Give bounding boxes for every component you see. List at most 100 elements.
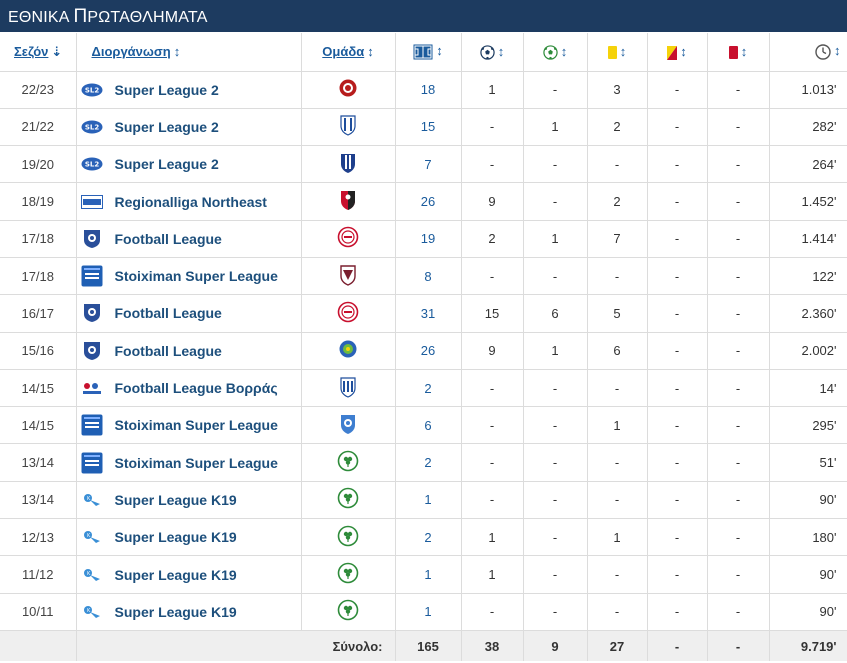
competition-cell: K Super League K19 (76, 481, 302, 520)
minutes-cell: 1.452' (769, 182, 847, 221)
minutes-cell: 14' (769, 369, 847, 408)
red-cards-cell: - (707, 71, 770, 109)
appearances-cell: 2 (395, 443, 462, 482)
sort-icon: ↕ (367, 44, 374, 60)
goals-cell: - (461, 593, 524, 631)
appearances-cell: 31 (395, 294, 462, 333)
yellow-cards-cell: - (587, 369, 648, 408)
minutes-cell: 122' (769, 257, 847, 296)
sort-yellow-card-header[interactable]: ↕ (587, 33, 648, 72)
club-crest-green-clover-icon[interactable] (337, 450, 359, 475)
goals-cell: 1 (461, 71, 524, 109)
goals-cell: - (461, 406, 524, 445)
club-crest-red-black-shield-icon[interactable] (339, 189, 357, 214)
sort-appearances-header[interactable]: ↕ (395, 33, 462, 72)
red-cards-cell: - (707, 593, 770, 631)
club-crest-green-clover-icon[interactable] (337, 487, 359, 512)
competition-cell: SL2 Super League 2 (76, 108, 302, 147)
table-row: 16/17 Football League 31 15 6 5- -2.360' (0, 294, 847, 333)
competition-link[interactable]: Stoiximan Super League (114, 454, 278, 471)
yellow-cards-cell: - (587, 145, 648, 184)
appearances-cell: 26 (395, 182, 462, 221)
svg-text:K: K (87, 533, 91, 539)
sort-club-header[interactable]: Ομάδα ↕ (301, 33, 396, 72)
yellow-cards-cell: - (587, 443, 648, 482)
competition-link[interactable]: Stoiximan Super League (114, 268, 278, 285)
club-cell (301, 71, 396, 109)
minutes-cell: 264' (769, 145, 847, 184)
goals-cell: 1 (461, 555, 524, 594)
season-cell: 13/14 (0, 481, 77, 520)
season-cell: 21/22 (0, 108, 77, 147)
club-crest-blue-white-stripes-icon[interactable] (339, 114, 357, 139)
svg-text:SL2: SL2 (84, 86, 99, 94)
sort-season-header[interactable]: Σεζόν ⇣ (0, 33, 77, 72)
competition-link[interactable]: Football League (114, 230, 222, 247)
competition-link[interactable]: Super League K19 (114, 529, 237, 546)
sort-goals-header[interactable]: ↕ (461, 33, 524, 72)
competition-link[interactable]: Football League (114, 305, 222, 322)
club-cell (301, 332, 396, 370)
title-word-2-capital: Π (73, 6, 88, 27)
club-crest-blue-shield-icon[interactable] (339, 413, 357, 438)
red-cards-cell: - (707, 145, 770, 184)
competition-cell: SL2 Super League 2 (76, 145, 302, 184)
sort-yellow-red-card-header[interactable]: ↕ (647, 33, 708, 72)
competition-cell: Football League Βορράς (76, 369, 302, 408)
club-crest-green-clover-icon[interactable] (337, 525, 359, 550)
table-row: 10/11 K Super League K19 1- - - - -90' (0, 593, 847, 631)
club-crest-green-clover-icon[interactable] (337, 599, 359, 624)
season-cell: 12/13 (0, 518, 77, 557)
competition-link[interactable]: Super League K19 (114, 491, 237, 508)
sort-red-card-header[interactable]: ↕ (707, 33, 770, 72)
club-crest-red-white-circle-icon[interactable] (337, 301, 359, 326)
yellow-red-cards-cell: - (647, 481, 708, 520)
club-cell (301, 220, 396, 258)
club-crest-blue-striped-shield-icon[interactable] (339, 152, 357, 177)
super-league-k19-logo-icon: K (81, 567, 103, 583)
red-card-icon (728, 46, 738, 60)
red-cards-cell: - (707, 220, 770, 258)
table-row: 11/12 K Super League K19 1 1- - - -90' (0, 555, 847, 594)
assists-cell: - (523, 369, 588, 408)
table-row: 17/18 Stoiximan Super League 8- - - - -122' (0, 257, 847, 296)
yellow-cards-cell: 1 (587, 518, 648, 557)
competition-link[interactable]: Super League 2 (114, 81, 219, 98)
club-crest-blue-white-shield-icon[interactable] (339, 376, 357, 401)
club-crest-green-clover-icon[interactable] (337, 562, 359, 587)
appearances-pitch-icon (413, 44, 433, 60)
club-crest-red-circle-icon[interactable] (338, 78, 358, 101)
competition-link[interactable]: Super League K19 (114, 566, 237, 583)
sort-assists-header[interactable]: ↕ (523, 33, 588, 72)
club-crest-maroon-shield-icon[interactable] (339, 264, 357, 289)
club-crest-blue-green-round-icon[interactable] (338, 339, 358, 362)
sort-icon: ↕ (619, 44, 627, 60)
competition-link[interactable]: Super League 2 (114, 156, 219, 173)
sort-competition-header[interactable]: Διοργάνωση ↕ (76, 33, 302, 72)
sort-icon: ↕ (173, 44, 181, 60)
assists-cell: - (523, 555, 588, 594)
minutes-cell: 90' (769, 593, 847, 631)
red-cards-cell: - (707, 257, 770, 296)
competition-link[interactable]: Football League (114, 342, 222, 359)
yellow-red-cards-cell: - (647, 593, 708, 631)
competition-link[interactable]: Stoiximan Super League (114, 417, 278, 434)
goals-cell: - (461, 145, 524, 184)
yellow-red-cards-cell: - (647, 108, 708, 147)
sort-icon: ↕ (740, 44, 748, 60)
sort-minutes-header[interactable]: ↕ (769, 33, 847, 72)
yellow-cards-cell: - (587, 481, 648, 520)
sort-icon: ↕ (560, 43, 568, 59)
competition-link[interactable]: Super League 2 (114, 118, 219, 135)
red-cards-cell: - (707, 518, 770, 557)
appearances-cell: 15 (395, 108, 462, 147)
season-cell: 10/11 (0, 593, 77, 631)
competition-link[interactable]: Regionalliga Northeast (114, 193, 267, 210)
club-crest-red-white-circle-icon[interactable] (337, 226, 359, 251)
football-league-north-logo-icon (81, 380, 103, 396)
season-cell: 16/17 (0, 294, 77, 333)
yellow-red-cards-cell: - (647, 145, 708, 184)
competition-link[interactable]: Super League K19 (114, 603, 237, 620)
stoiximan-logo-icon (81, 452, 103, 474)
competition-link[interactable]: Football League Βορράς (114, 380, 278, 397)
